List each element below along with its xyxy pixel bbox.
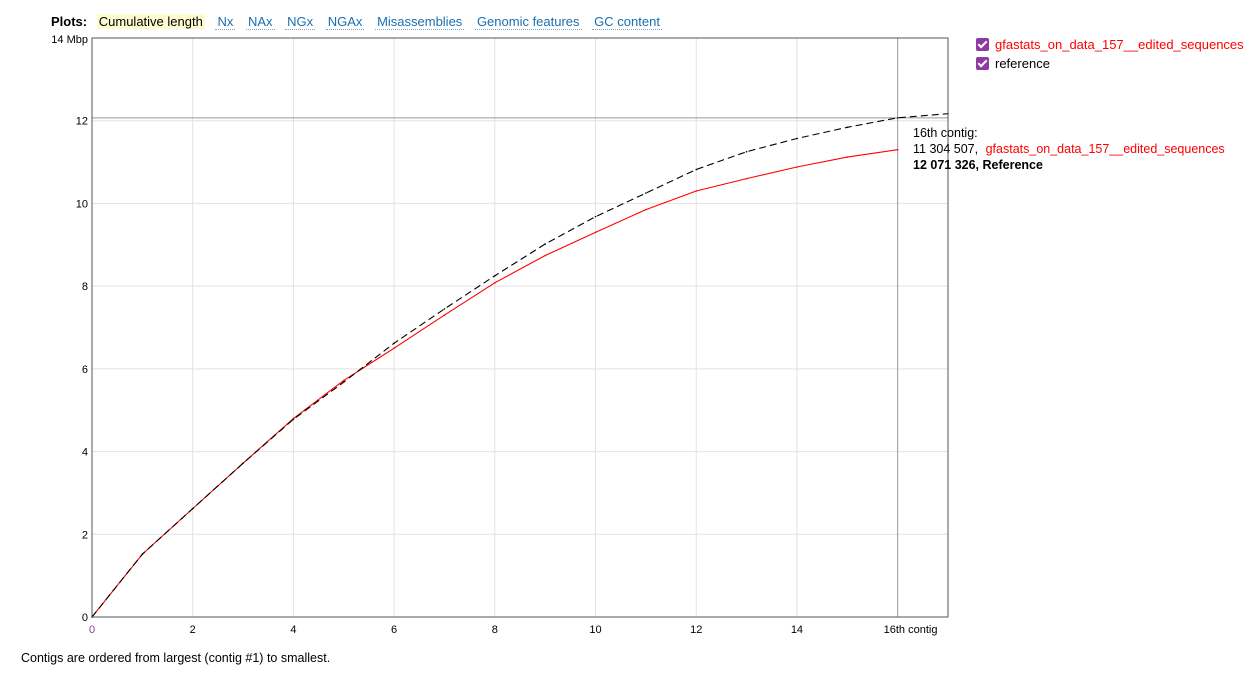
y-tick-label: 2 xyxy=(82,529,88,541)
data-point xyxy=(191,507,194,510)
data-point xyxy=(846,126,849,129)
plots-tab-bar: Plots: Cumulative length Nx NAx NGx NGAx… xyxy=(51,14,669,30)
x-tick-label: 4 xyxy=(290,624,296,636)
data-point xyxy=(342,381,345,383)
tab-ngx[interactable]: NGx xyxy=(285,14,316,30)
data-point xyxy=(443,308,446,310)
data-point xyxy=(594,215,597,218)
legend-label-assembly: gfastats_on_data_157__edited_sequences xyxy=(995,37,1244,52)
data-point xyxy=(292,418,295,421)
y-tick-label: 12 xyxy=(76,116,88,128)
data-point xyxy=(494,282,496,284)
tooltip-assembly-value: 11 304 507, xyxy=(913,142,978,156)
series-lines xyxy=(91,112,949,618)
tooltip: 16th contig: 11 304 507, gfastats_on_dat… xyxy=(913,126,1225,172)
tooltip-title: 16th contig: xyxy=(913,126,978,140)
checkbox-checked-icon[interactable] xyxy=(976,38,989,51)
legend-item-reference[interactable]: reference xyxy=(976,54,1244,73)
data-point xyxy=(544,254,546,257)
legend-label-reference: reference xyxy=(995,56,1050,71)
data-point xyxy=(796,137,798,140)
data-point xyxy=(745,150,748,153)
plot-frame xyxy=(91,37,949,618)
tab-cumulative-length[interactable]: Cumulative length xyxy=(96,14,205,29)
plots-label: Plots: xyxy=(51,14,88,29)
data-point xyxy=(141,553,144,555)
y-tick-label: 0 xyxy=(82,612,88,624)
x-tick-label: 6 xyxy=(391,624,397,636)
data-point xyxy=(594,231,597,234)
x-tick-label: 14 xyxy=(791,624,803,636)
data-point xyxy=(494,275,496,277)
data-point xyxy=(695,190,698,192)
tooltip-line-assembly: 11 304 507, gfastats_on_data_157__edited… xyxy=(913,142,1225,156)
data-point xyxy=(796,166,798,168)
tooltip-assembly-name: gfastats_on_data_157__edited_sequences xyxy=(986,142,1225,156)
y-tick-label: 4 xyxy=(82,447,88,459)
checkbox-checked-icon[interactable] xyxy=(976,57,989,70)
data-point xyxy=(695,168,698,171)
data-point xyxy=(443,314,446,316)
data-point xyxy=(745,177,748,180)
y-tick-label: 6 xyxy=(82,364,88,376)
data-point xyxy=(242,462,244,464)
series-line-reference xyxy=(91,113,949,618)
tab-nx[interactable]: Nx xyxy=(215,14,236,30)
tab-gc-content[interactable]: GC content xyxy=(592,14,662,30)
data-point xyxy=(645,208,647,211)
x-tick-label: 0 xyxy=(89,624,95,636)
x-tick-label: 12 xyxy=(690,624,702,636)
y-tick-label: 10 xyxy=(76,198,88,210)
data-point xyxy=(896,148,899,151)
x-tick-label: 2 xyxy=(190,624,196,636)
data-point xyxy=(342,379,345,382)
data-point xyxy=(393,347,395,349)
data-point xyxy=(393,342,395,345)
y-tick-label: 8 xyxy=(82,281,88,293)
x-tick-label: 16th contig xyxy=(884,624,938,636)
tab-ngax[interactable]: NGAx xyxy=(325,14,365,30)
tab-genomic-features[interactable]: Genomic features xyxy=(474,14,582,30)
data-point xyxy=(896,117,899,119)
footnote: Contigs are ordered from largest (contig… xyxy=(21,651,331,665)
tab-nax[interactable]: NAx xyxy=(245,14,275,30)
data-point xyxy=(645,192,647,194)
x-tick-label: 8 xyxy=(492,624,498,636)
data-point xyxy=(544,243,546,245)
x-axis-labels: 0 2 4 6 8 10 12 14 16th contig xyxy=(89,624,938,636)
y-tick-label: 14 Mbp xyxy=(51,34,88,46)
legend: gfastats_on_data_157__edited_sequences r… xyxy=(976,35,1244,73)
data-point xyxy=(846,156,849,158)
y-axis-labels: 0 2 4 6 8 10 12 14 Mbp xyxy=(51,34,88,624)
tooltip-line-reference: 12 071 326, Reference xyxy=(913,158,1043,172)
tab-misassemblies[interactable]: Misassemblies xyxy=(375,14,465,30)
grid-lines xyxy=(92,38,948,617)
legend-item-assembly[interactable]: gfastats_on_data_157__edited_sequences xyxy=(976,35,1244,54)
x-tick-label: 10 xyxy=(589,624,601,636)
